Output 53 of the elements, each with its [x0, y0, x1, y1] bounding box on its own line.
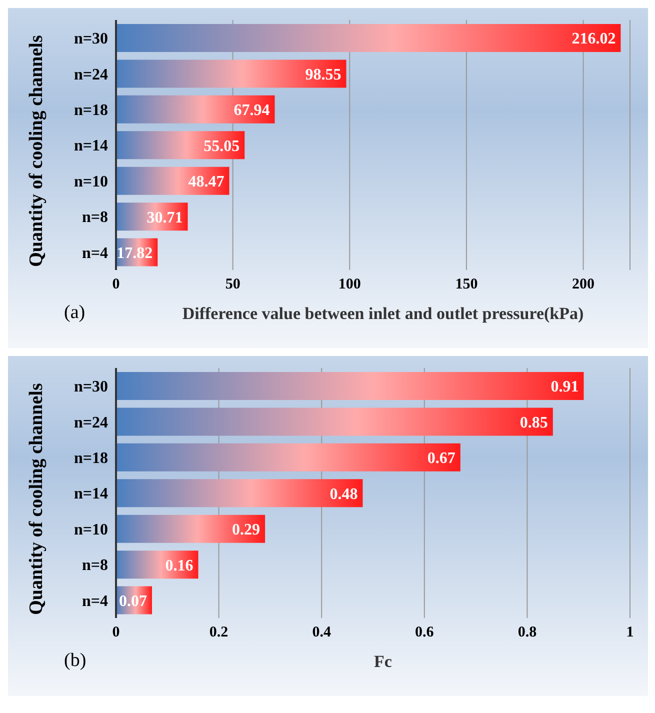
data-label: 98.55 — [305, 66, 342, 84]
bar — [116, 479, 363, 508]
bar — [116, 131, 245, 160]
y-tick-label: n=18 — [74, 102, 108, 119]
y-tick-label: n=30 — [74, 30, 108, 48]
data-label: 0.85 — [520, 414, 548, 432]
bar — [116, 24, 621, 52]
bar — [116, 95, 275, 124]
x-tick-label: 0.4 — [312, 624, 332, 641]
x-axis-title: Difference value between inlet and outlet pressure(kPa) — [181, 304, 585, 324]
y-tick-label: n=14 — [74, 486, 108, 503]
bar — [116, 550, 198, 579]
data-label: 67.94 — [234, 102, 270, 120]
data-label: 55.05 — [204, 138, 240, 155]
y-tick-label: n=8 — [82, 209, 108, 226]
y-tick-label: n=4 — [82, 244, 108, 262]
y-tick-label: n=24 — [74, 66, 108, 84]
bar — [116, 372, 584, 400]
data-label: 0.48 — [330, 486, 358, 503]
x-tick-label: 1 — [626, 624, 634, 641]
y-tick-label: n=30 — [74, 378, 108, 396]
data-label: 0.29 — [232, 522, 260, 539]
y-tick-label: n=14 — [74, 138, 108, 155]
bar — [116, 408, 553, 436]
x-tick-label: 150 — [455, 276, 478, 293]
x-tick-label: 0.6 — [415, 624, 434, 641]
y-axis-title: Quantity of cooling channels — [26, 35, 48, 267]
y-tick-label: n=10 — [74, 173, 108, 190]
x-tick-label: 200 — [572, 276, 595, 293]
text: (b) — [64, 650, 86, 672]
x-tick-label: 0.2 — [209, 624, 228, 641]
x-tick-label: 100 — [338, 276, 361, 293]
y-tick-label: n=18 — [74, 450, 108, 467]
x-tick-label: 0.8 — [518, 624, 537, 641]
data-label: 0.16 — [165, 557, 194, 574]
x-tick-label: 0 — [112, 276, 120, 293]
bar — [116, 514, 266, 543]
text: (a) — [64, 302, 86, 324]
y-tick-label: n=10 — [74, 521, 108, 538]
bar — [116, 60, 346, 88]
x-tick-label: 0 — [112, 624, 120, 641]
data-label: 0.91 — [550, 378, 579, 396]
y-tick-label: n=24 — [74, 414, 108, 432]
bar — [116, 443, 460, 472]
y-axis-title: Quantity of cooling channels — [26, 383, 48, 615]
data-label: 0.67 — [427, 450, 456, 468]
x-tick-label: 50 — [225, 276, 240, 293]
data-label: 48.47 — [188, 174, 224, 191]
data-label: 216.02 — [572, 30, 616, 48]
y-tick-label: n=8 — [82, 557, 108, 574]
x-axis-title: Fc — [373, 652, 393, 672]
y-tick-label: n=4 — [82, 592, 108, 610]
bar — [116, 166, 230, 195]
